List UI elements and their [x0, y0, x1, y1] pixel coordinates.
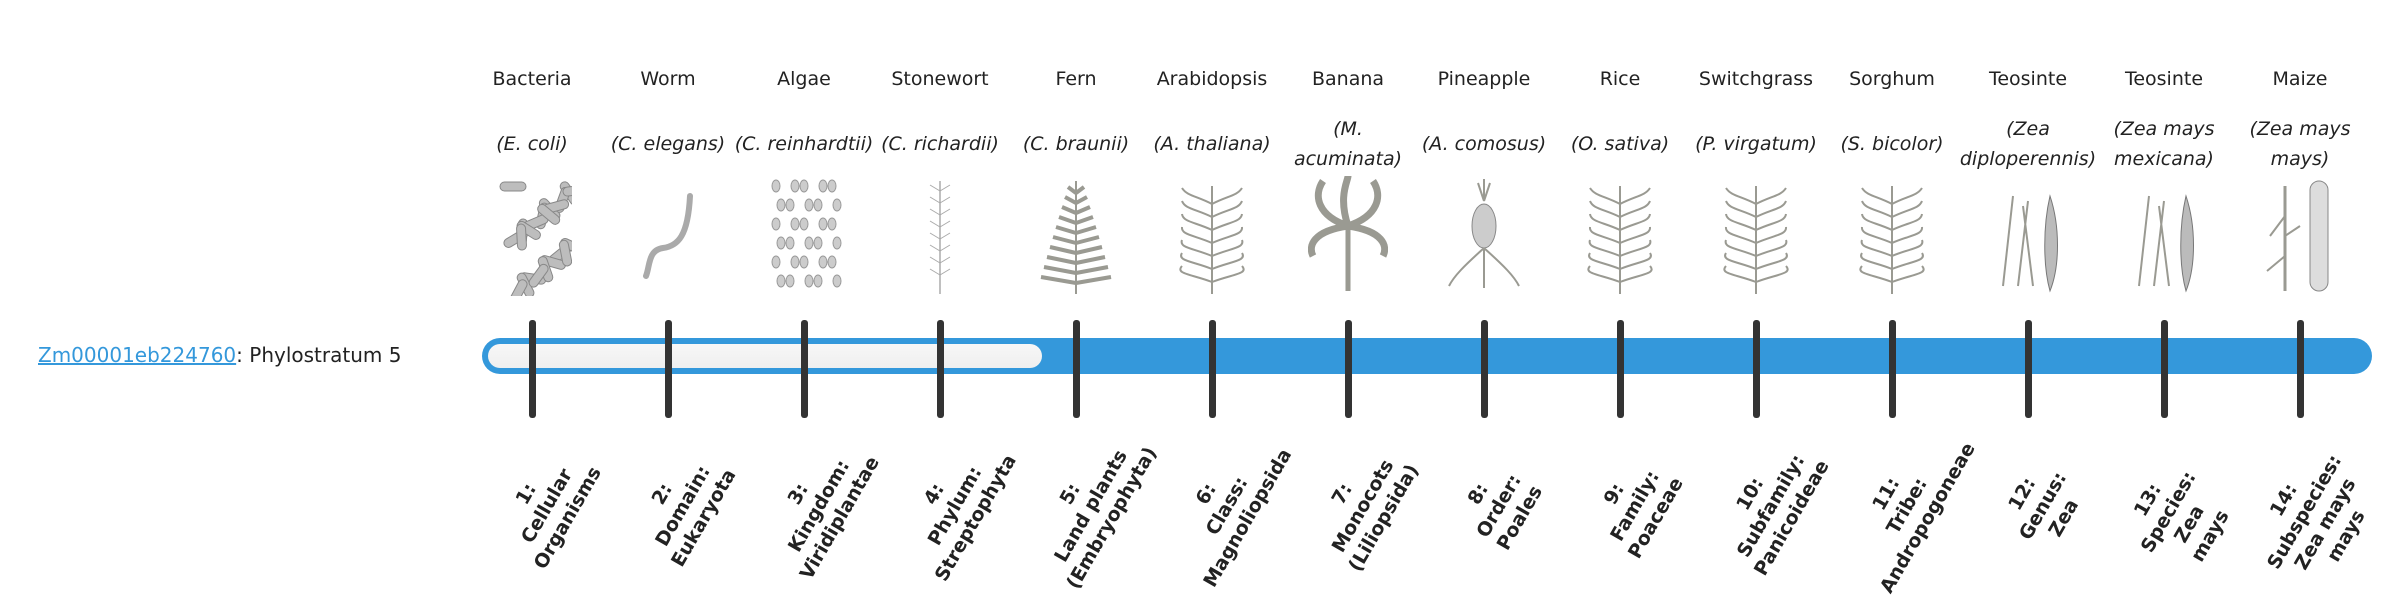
phylostratum-text: Phylostratum 5 — [242, 343, 402, 367]
stratum-tick — [1481, 320, 1488, 418]
organism-name: Maize — [2272, 68, 2328, 90]
gene-label: Zm00001eb224760: Phylostratum 5 — [38, 340, 401, 370]
organism-species: (C. richardii) — [870, 112, 1010, 176]
stratum-label: 10: Subfamily: Panicoideae — [1697, 414, 1844, 597]
pineapple-icon — [1448, 179, 1520, 288]
stratum-tick — [2025, 320, 2032, 418]
organism-species: (A. comosus) — [1414, 112, 1554, 176]
organism-name: Bacteria — [492, 68, 572, 90]
organism-species: (Zea diploperennis) — [1958, 112, 2098, 176]
organism-name: Rice — [1599, 68, 1641, 90]
organism-species: (Zea mays mays) — [2230, 112, 2370, 176]
organism-name: Banana — [1311, 68, 1385, 90]
organism-name: Sorghum — [1849, 68, 1935, 90]
organism-name: Teosinte — [1988, 68, 2068, 90]
maize-icon — [2266, 180, 2329, 292]
organism-species: (A. thaliana) — [1142, 112, 1282, 176]
organism-species: (Zea mays mexicana) — [2094, 112, 2234, 176]
species-text: (O. sativa) — [1570, 133, 1670, 155]
gene-separator: : — [236, 343, 243, 367]
species-text: (S. bicolor) — [1840, 133, 1944, 155]
species-text: (Zea mays mexicana) — [2113, 118, 2215, 170]
stratum-label: 1: Cellular Organisms — [473, 414, 620, 597]
stratum-label: 12: Genus: Zea — [1969, 414, 2116, 597]
phylostratum-bar — [482, 338, 2372, 374]
species-text: (A. comosus) — [1421, 133, 1547, 155]
organism-name: Stonewort — [891, 68, 989, 90]
stratum-label: 11: Tribe: Andropogoneae — [1833, 414, 1980, 597]
stratum-tick — [2161, 320, 2168, 418]
species-text: (C. elegans) — [610, 133, 726, 155]
bacteria-icon — [499, 181, 572, 296]
organism-name: Algae — [777, 68, 831, 90]
rice-icon — [1587, 186, 1653, 294]
switchgrass-icon — [1723, 186, 1789, 294]
organism-species: (C. elegans) — [598, 112, 738, 176]
species-text: (C. braunii) — [1022, 133, 1130, 155]
organism-species: (C. reinhardtii) — [734, 112, 874, 176]
stratum-tick — [1889, 320, 1896, 418]
stratum-tick — [1753, 320, 1760, 418]
stratum-label: 13: Species: Zea mays — [2095, 420, 2263, 615]
stratum-label: 14: Subspecies: Zea mays mays — [2231, 420, 2399, 615]
stratum-label: 3: Kingdom: Viridiplantae — [745, 414, 892, 597]
teosinte-icon — [2138, 194, 2194, 293]
phylostratum-bar-empty — [488, 344, 1042, 368]
organism-name: Teosinte — [2124, 68, 2204, 90]
stratum-label: 9: Family: Poaceae — [1561, 414, 1708, 597]
stratum-tick — [801, 320, 808, 418]
worm-icon — [643, 193, 693, 279]
stratum-label: 4: Phylum: Streptophyta — [881, 414, 1028, 597]
gene-id-link[interactable]: Zm00001eb224760 — [38, 343, 237, 367]
organism-species: (C. braunii) — [1006, 112, 1146, 176]
species-text: (E. coli) — [496, 133, 568, 155]
species-text: (Zea diploperennis) — [1959, 118, 2097, 170]
stonewort-icon — [929, 181, 951, 294]
organism-name: Fern — [1055, 68, 1097, 90]
stratum-tick — [1209, 320, 1216, 418]
organism-species: (S. bicolor) — [1822, 112, 1962, 176]
organism-species: (O. sativa) — [1550, 112, 1690, 176]
stratum-label: 5: Land plants (Embryophyta) — [1017, 414, 1164, 597]
species-text: (M. acuminata) — [1293, 118, 1403, 170]
stratum-label: 6: Class: Magnoliopsida — [1153, 414, 1300, 597]
stratum-label: 2: Domain: Eukaryota — [609, 414, 756, 597]
stratum-tick — [529, 320, 536, 418]
organism-species: (P. virgatum) — [1686, 112, 1826, 176]
species-text: (Zea mays mays) — [2249, 118, 2351, 170]
sorghum-icon — [1859, 186, 1925, 294]
organism-name: Switchgrass — [1698, 68, 1814, 90]
organism-species: (M. acuminata) — [1278, 112, 1418, 176]
organism-species: (E. coli) — [462, 112, 602, 176]
organism-name: Pineapple — [1437, 68, 1531, 90]
arabidopsis-icon — [1179, 186, 1245, 294]
teosinte-icon — [2002, 194, 2058, 293]
species-text: (C. richardii) — [881, 133, 999, 155]
banana-icon — [1308, 176, 1388, 291]
species-text: (P. virgatum) — [1695, 133, 1817, 155]
species-text: (A. thaliana) — [1153, 133, 1271, 155]
organism-name: Worm — [640, 68, 696, 90]
species-text: (C. reinhardtii) — [734, 133, 874, 155]
stratum-label: 7: Monocots (Liliopsida) — [1289, 414, 1436, 597]
stratum-tick — [1617, 320, 1624, 418]
organism-name: Arabidopsis — [1156, 68, 1268, 90]
stratum-tick — [665, 320, 672, 418]
stratum-tick — [937, 320, 944, 418]
stratum-tick — [1345, 320, 1352, 418]
fern-icon — [1040, 181, 1112, 294]
stratum-tick — [2297, 320, 2304, 418]
algae-icon — [771, 179, 842, 288]
stratum-tick — [1073, 320, 1080, 418]
stratum-label: 8: Order: Poales — [1425, 414, 1572, 597]
